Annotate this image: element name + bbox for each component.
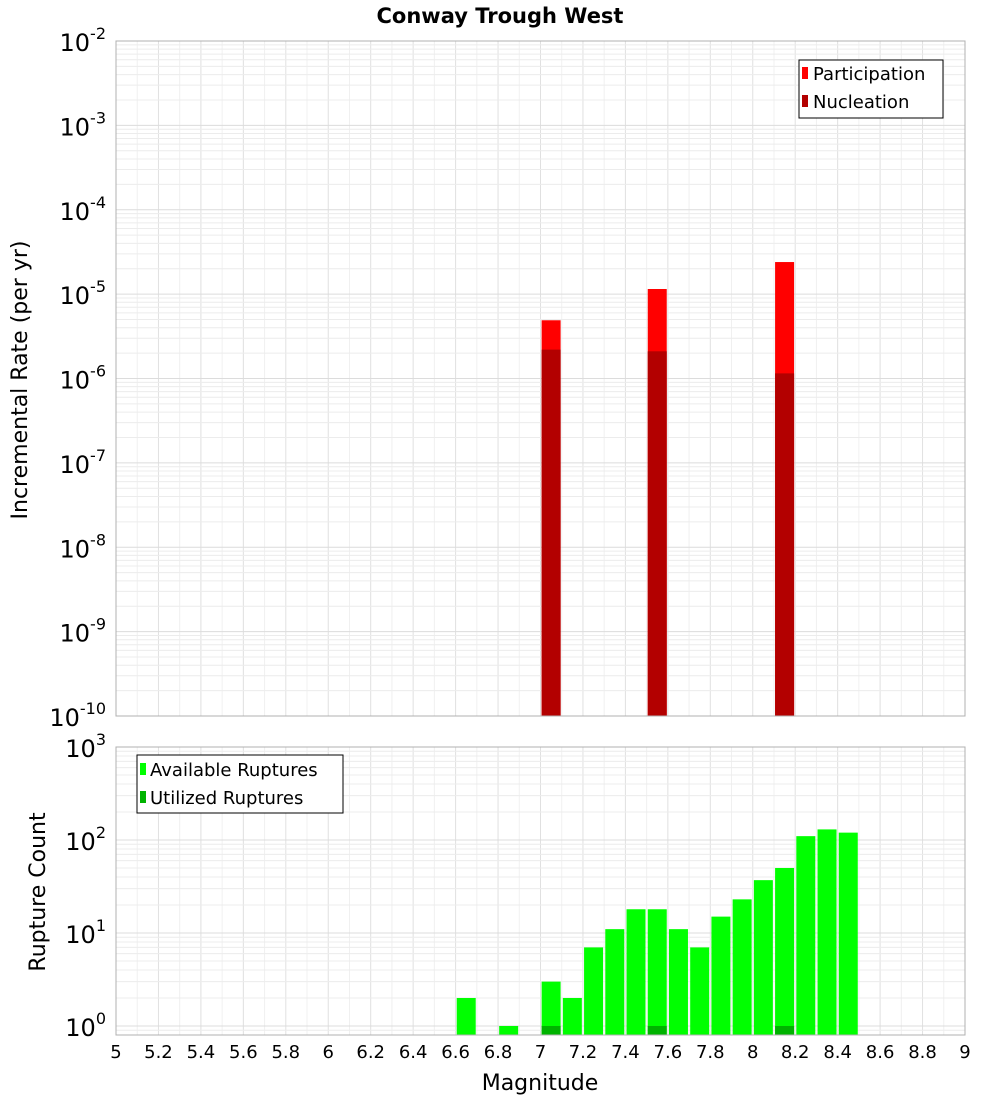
- x-tick-label: 5: [110, 1042, 121, 1063]
- x-tick-label: 7.2: [569, 1042, 598, 1063]
- x-tick-label: 9: [959, 1042, 970, 1063]
- x-tick-label: 7: [535, 1042, 546, 1063]
- bottom-y-axis-label: Rupture Count: [26, 812, 51, 972]
- legend-swatch-available-ruptures: [140, 763, 146, 775]
- bottom-bar-available-ruptures: [626, 909, 646, 1035]
- bottom-bar-available-ruptures: [796, 836, 816, 1035]
- bottom-bar-available-ruptures: [690, 947, 710, 1035]
- top-panel: 10-10 10-9 10-8 10-7 10-6 10-5 10-4 10-3 10-2: [49, 24, 966, 732]
- top-legend: Participation Nucleation: [798, 59, 944, 119]
- legend-label-nucleation: Nucleation: [813, 92, 909, 113]
- bottom-bar-available-ruptures: [605, 929, 625, 1035]
- x-tick-label: 8.4: [823, 1042, 852, 1063]
- x-tick-label: 5.8: [271, 1042, 300, 1063]
- x-tick-label: 5.2: [144, 1042, 173, 1063]
- top-bar-nucleation: [541, 349, 561, 716]
- top-y-tick-label: 10-5: [60, 277, 107, 310]
- bottom-legend-box: [136, 754, 344, 814]
- x-tick-label: 8.6: [866, 1042, 895, 1063]
- bottom-bar-utilized-ruptures: [775, 1025, 795, 1035]
- legend-label-participation: Participation: [813, 64, 925, 85]
- top-y-axis-label: Incremental Rate (per yr): [8, 241, 33, 520]
- top-bar-nucleation: [647, 351, 667, 716]
- bottom-bar-available-ruptures: [817, 829, 837, 1035]
- top-y-tick-label: 10-2: [60, 24, 107, 57]
- bottom-bar-available-ruptures: [647, 909, 667, 1035]
- top-y-tick-label: 10-4: [60, 193, 107, 226]
- bottom-bar-available-ruptures: [562, 997, 582, 1035]
- x-tick-label: 7.6: [654, 1042, 683, 1063]
- x-axis-ticks: 5 5.2 5.4 5.6 5.8 6 6.2 6.4 6.6 6.8 7 7.2 7.4 7.6 7.8 8…: [110, 1042, 970, 1063]
- x-tick-label: 6.6: [441, 1042, 470, 1063]
- bottom-bar-available-ruptures: [541, 981, 561, 1035]
- top-legend-box: [798, 59, 944, 119]
- bottom-bar-available-ruptures: [732, 899, 752, 1035]
- bottom-bar-available-ruptures: [775, 867, 795, 1035]
- bottom-legend: Available Ruptures Utilized Ruptures: [136, 754, 344, 814]
- top-y-tick-label: 10-3: [60, 108, 107, 141]
- x-tick-label: 7.4: [611, 1042, 640, 1063]
- x-tick-label: 8.2: [781, 1042, 810, 1063]
- bottom-bar-available-ruptures: [668, 929, 688, 1035]
- bottom-y-tick-label: 103: [65, 730, 106, 763]
- bottom-bar-available-ruptures: [838, 832, 858, 1035]
- x-tick-label: 6.2: [356, 1042, 385, 1063]
- x-tick-label: 5.6: [229, 1042, 258, 1063]
- top-y-tick-label: 10-6: [60, 362, 107, 395]
- bottom-bar-available-ruptures: [499, 1025, 519, 1035]
- legend-swatch-participation: [802, 67, 808, 79]
- bottom-bar-utilized-ruptures: [647, 1025, 667, 1035]
- legend-swatch-utilized-ruptures: [140, 791, 146, 803]
- bottom-y-tick-label: 100: [65, 1009, 106, 1042]
- chart-title: Conway Trough West: [377, 4, 624, 28]
- top-y-tick-label: 10-7: [60, 446, 107, 479]
- legend-label-available-ruptures: Available Ruptures: [150, 760, 318, 781]
- x-tick-label: 6: [323, 1042, 334, 1063]
- legend-swatch-nucleation: [802, 95, 808, 107]
- x-tick-label: 5.4: [187, 1042, 216, 1063]
- top-y-tick-label: 10-9: [60, 615, 107, 648]
- x-tick-label: 7.8: [696, 1042, 725, 1063]
- x-tick-label: 6.8: [484, 1042, 513, 1063]
- bottom-bar-available-ruptures: [456, 997, 476, 1035]
- bottom-bar-available-ruptures: [753, 880, 773, 1035]
- top-bar-nucleation: [775, 373, 795, 716]
- x-tick-label: 8.8: [908, 1042, 937, 1063]
- bottom-bar-available-ruptures: [711, 916, 731, 1035]
- top-y-tick-label: 10-10: [49, 699, 106, 732]
- legend-label-utilized-ruptures: Utilized Ruptures: [150, 788, 303, 809]
- top-y-tick-label: 10-8: [60, 530, 107, 563]
- bottom-y-tick-label: 101: [65, 916, 106, 949]
- bottom-y-tick-label: 102: [65, 823, 106, 856]
- x-tick-label: 6.4: [399, 1042, 428, 1063]
- x-tick-label: 8: [747, 1042, 758, 1063]
- x-axis-label: Magnitude: [482, 1071, 599, 1096]
- bottom-bar-utilized-ruptures: [541, 1025, 561, 1035]
- top-plot-frame: [115, 40, 966, 717]
- bottom-bar-available-ruptures: [584, 947, 604, 1035]
- bottom-plot-frame: [115, 746, 966, 1036]
